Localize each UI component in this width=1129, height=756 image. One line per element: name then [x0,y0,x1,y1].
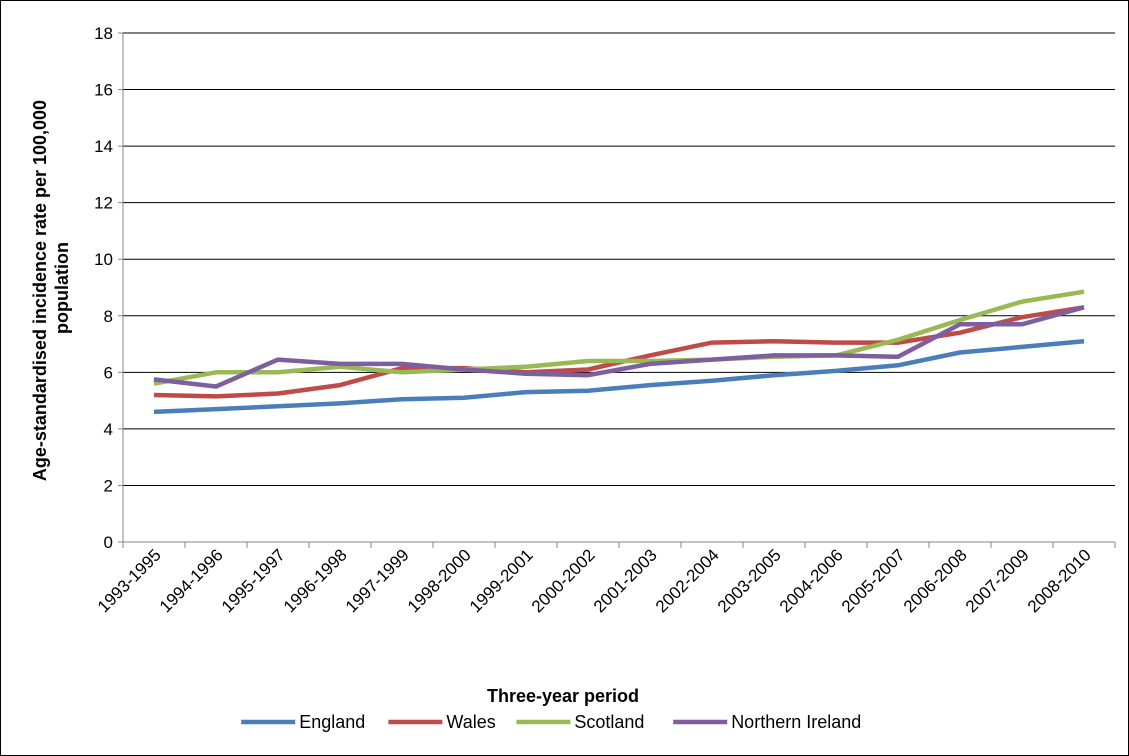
x-tick-label: 2002-2004 [652,545,723,616]
x-tick-label: 2006-2008 [900,545,971,616]
x-tick-label: 1993-1995 [94,545,165,616]
x-tick-label: 1994-1996 [156,545,227,616]
series-line-scotland [153,289,1085,386]
x-tick-label: 2005-2007 [838,545,909,616]
x-tick-label: 1997-1999 [342,545,413,616]
y-tick-label: 10 [94,250,113,269]
series-group [153,289,1085,415]
legend-label-wales: Wales [446,712,495,732]
x-tick-label: 1996-1998 [280,545,351,616]
x-tick-label: 2004-2006 [776,545,847,616]
y-tick-label: 6 [104,363,113,382]
x-axis-title: Three-year period [487,686,639,706]
y-axis-title-line-2: population [52,242,72,334]
y-tick-label: 4 [104,420,113,439]
y-tick-label: 18 [94,24,113,43]
y-tick-label: 12 [94,194,113,213]
x-tick-label: 1998-2000 [404,545,475,616]
plot-area [123,33,1115,542]
legend-label-england: England [299,712,365,732]
x-tick-label: 2001-2003 [590,545,661,616]
y-tick-label: 2 [104,476,113,495]
y-tick-label: 16 [94,81,113,100]
y-axis-ticks: 0 2 4 6 8 10 12 14 16 18 [94,24,123,552]
x-tick-label: 2008-2010 [1024,545,1095,616]
y-tick-label: 0 [104,533,113,552]
y-axis-title-line-1: Age-standardised incidence rate per 100,… [30,100,50,481]
legend: England Wales Scotland Northern Ireland [241,712,861,732]
x-tick-label: 1995-1997 [218,545,289,616]
x-tick-label: 2003-2005 [714,545,785,616]
series-line-england [153,338,1085,415]
x-tick-label: 2007-2009 [962,545,1033,616]
legend-label-northern-ireland: Northern Ireland [731,712,861,732]
x-tick-label: 2000-2002 [528,545,599,616]
x-tick-label: 1999-2001 [466,545,537,616]
x-axis-ticks: 1993-19951994-19961995-19971996-19981997… [94,542,1116,616]
y-tick-label: 14 [94,137,113,156]
legend-label-scotland: Scotland [574,712,644,732]
series-line-northern-ireland [153,305,1085,389]
y-axis-title: Age-standardised incidence rate per 100,… [30,95,72,481]
y-tick-label: 8 [104,307,113,326]
